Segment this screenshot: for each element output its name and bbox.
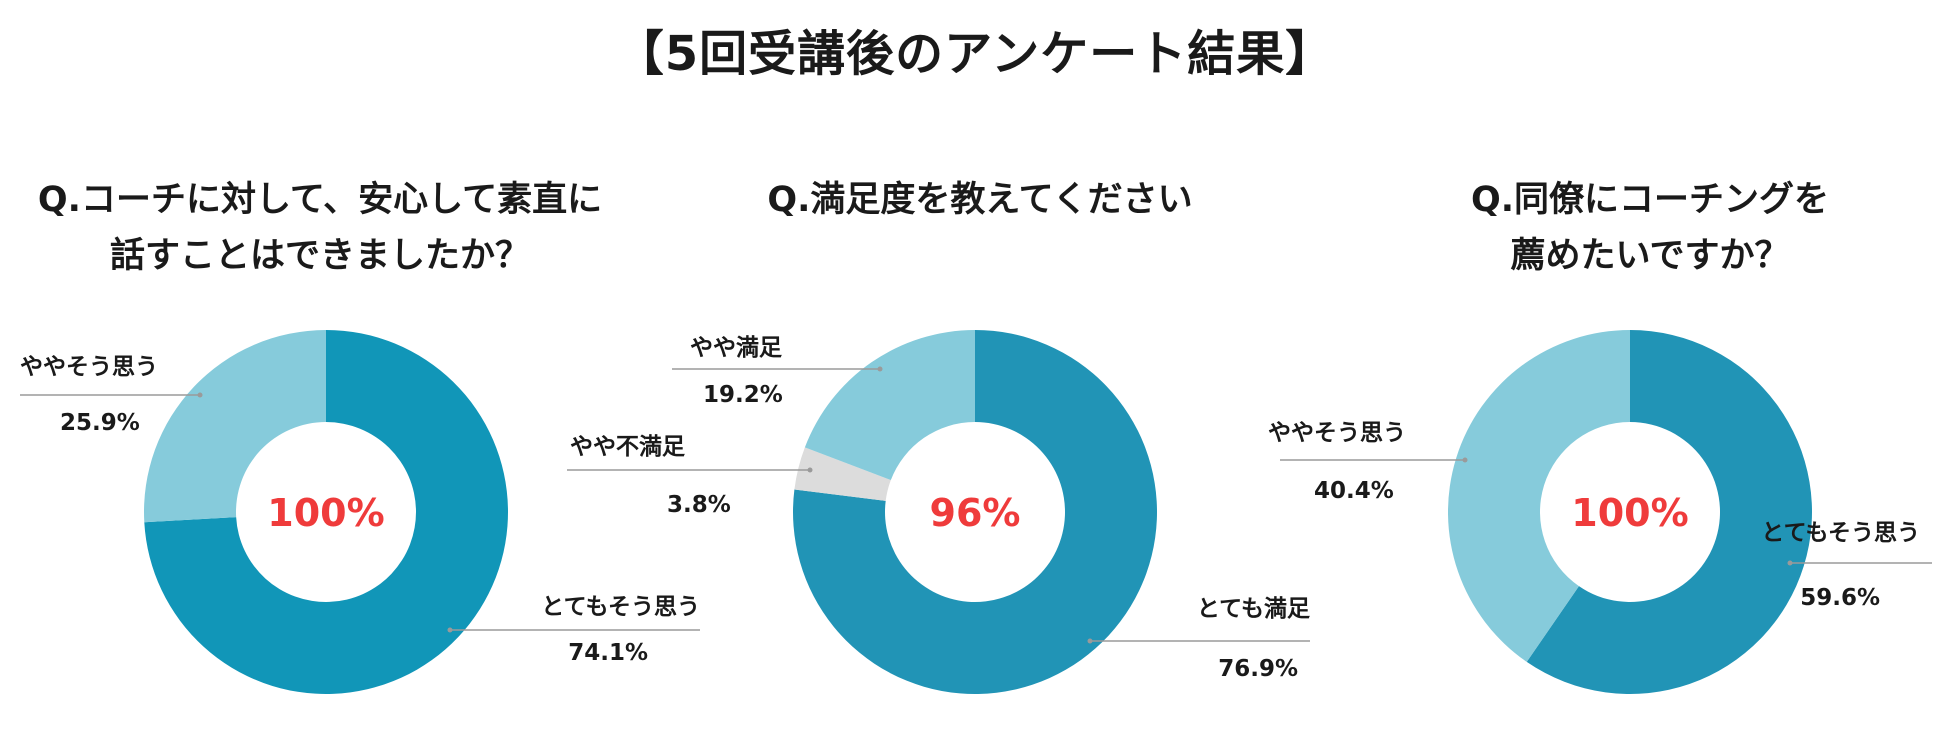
pie-slice xyxy=(794,447,891,501)
chart-title-line: 話すことはできましたか？ xyxy=(109,236,530,276)
leader-dot xyxy=(877,366,883,372)
slice-value-label: 76.9% xyxy=(1218,656,1298,682)
page-title: 【5回受講後のアンケート結果】 xyxy=(615,26,1335,82)
chart-title-line: 薦めたいですか？ xyxy=(1510,236,1790,276)
chart-title: Q.満足度を教えてください xyxy=(660,172,1300,228)
leader-dot xyxy=(197,392,203,398)
slice-value-label: 25.9% xyxy=(60,410,140,436)
leader-dot xyxy=(1787,560,1793,566)
center-percent-label: 96% xyxy=(930,491,1021,535)
leader-dot xyxy=(447,627,453,633)
chart-title-line: Q.同僚にコーチングを xyxy=(1470,180,1830,220)
slice-name-label: とてもそう思う xyxy=(541,594,700,620)
leader-dot xyxy=(1087,638,1093,644)
center-percent-label: 100% xyxy=(267,491,384,535)
slice-value-label: 74.1% xyxy=(568,640,648,666)
pie-slice xyxy=(144,330,326,523)
slice-value-label: 3.8% xyxy=(667,492,731,518)
chart-title: Q.同僚にコーチングを 薦めたいですか？ xyxy=(1330,172,1950,284)
slice-name-label: とてもそう思う xyxy=(1761,520,1920,546)
slice-name-label: やや不満足 xyxy=(570,434,685,460)
pie-slice xyxy=(1526,330,1813,694)
pie-slice xyxy=(1448,330,1630,662)
center-percent-label: 100% xyxy=(1571,491,1688,535)
pie-slice xyxy=(144,330,508,694)
chart-title-line: Q.満足度を教えてください xyxy=(767,180,1193,220)
slice-name-label: やや満足 xyxy=(690,335,782,361)
slice-name-label: ややそう思う xyxy=(1268,420,1406,446)
chart-title: Q.コーチに対して、安心して素直に 話すことはできましたか？ xyxy=(0,172,640,284)
chart-title-line: Q.コーチに対して、安心して素直に xyxy=(37,180,603,220)
slice-value-label: 40.4% xyxy=(1314,478,1394,504)
pie-slice xyxy=(804,330,975,481)
slice-value-label: 59.6% xyxy=(1800,585,1880,611)
leader-dot xyxy=(807,467,813,473)
slice-value-label: 19.2% xyxy=(703,382,783,408)
slice-name-label: とても満足 xyxy=(1197,596,1310,622)
leader-dot xyxy=(1462,457,1468,463)
slice-name-label: ややそう思う xyxy=(20,354,158,380)
pie-slice xyxy=(793,330,1158,695)
